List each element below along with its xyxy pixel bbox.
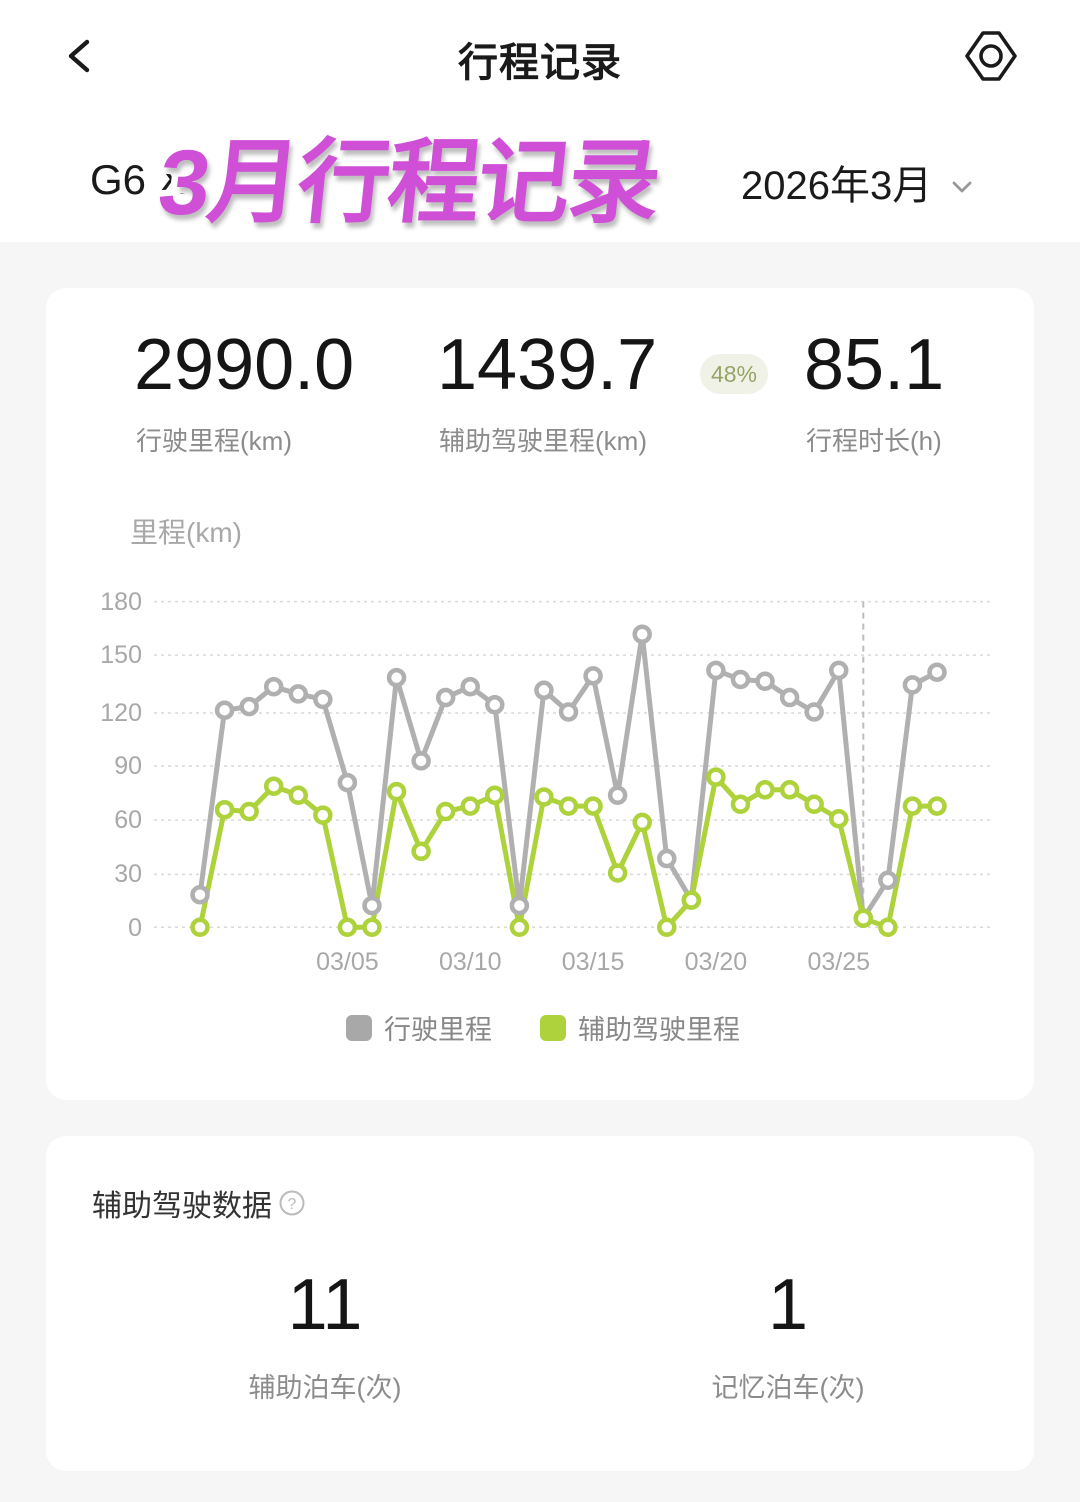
svg-text:30: 30 [114, 860, 142, 888]
svg-text:150: 150 [100, 641, 142, 669]
svg-text:03/25: 03/25 [807, 948, 870, 976]
svg-text:180: 180 [100, 588, 142, 616]
svg-text:?: ? [288, 1196, 297, 1213]
svg-text:0: 0 [128, 914, 142, 942]
svg-text:90: 90 [114, 752, 142, 780]
svg-text:03/10: 03/10 [439, 948, 502, 976]
svg-text:03/05: 03/05 [316, 948, 379, 976]
svg-text:03/15: 03/15 [562, 948, 625, 976]
svg-text:60: 60 [114, 806, 142, 834]
svg-text:03/20: 03/20 [685, 948, 748, 976]
svg-text:120: 120 [100, 699, 142, 727]
